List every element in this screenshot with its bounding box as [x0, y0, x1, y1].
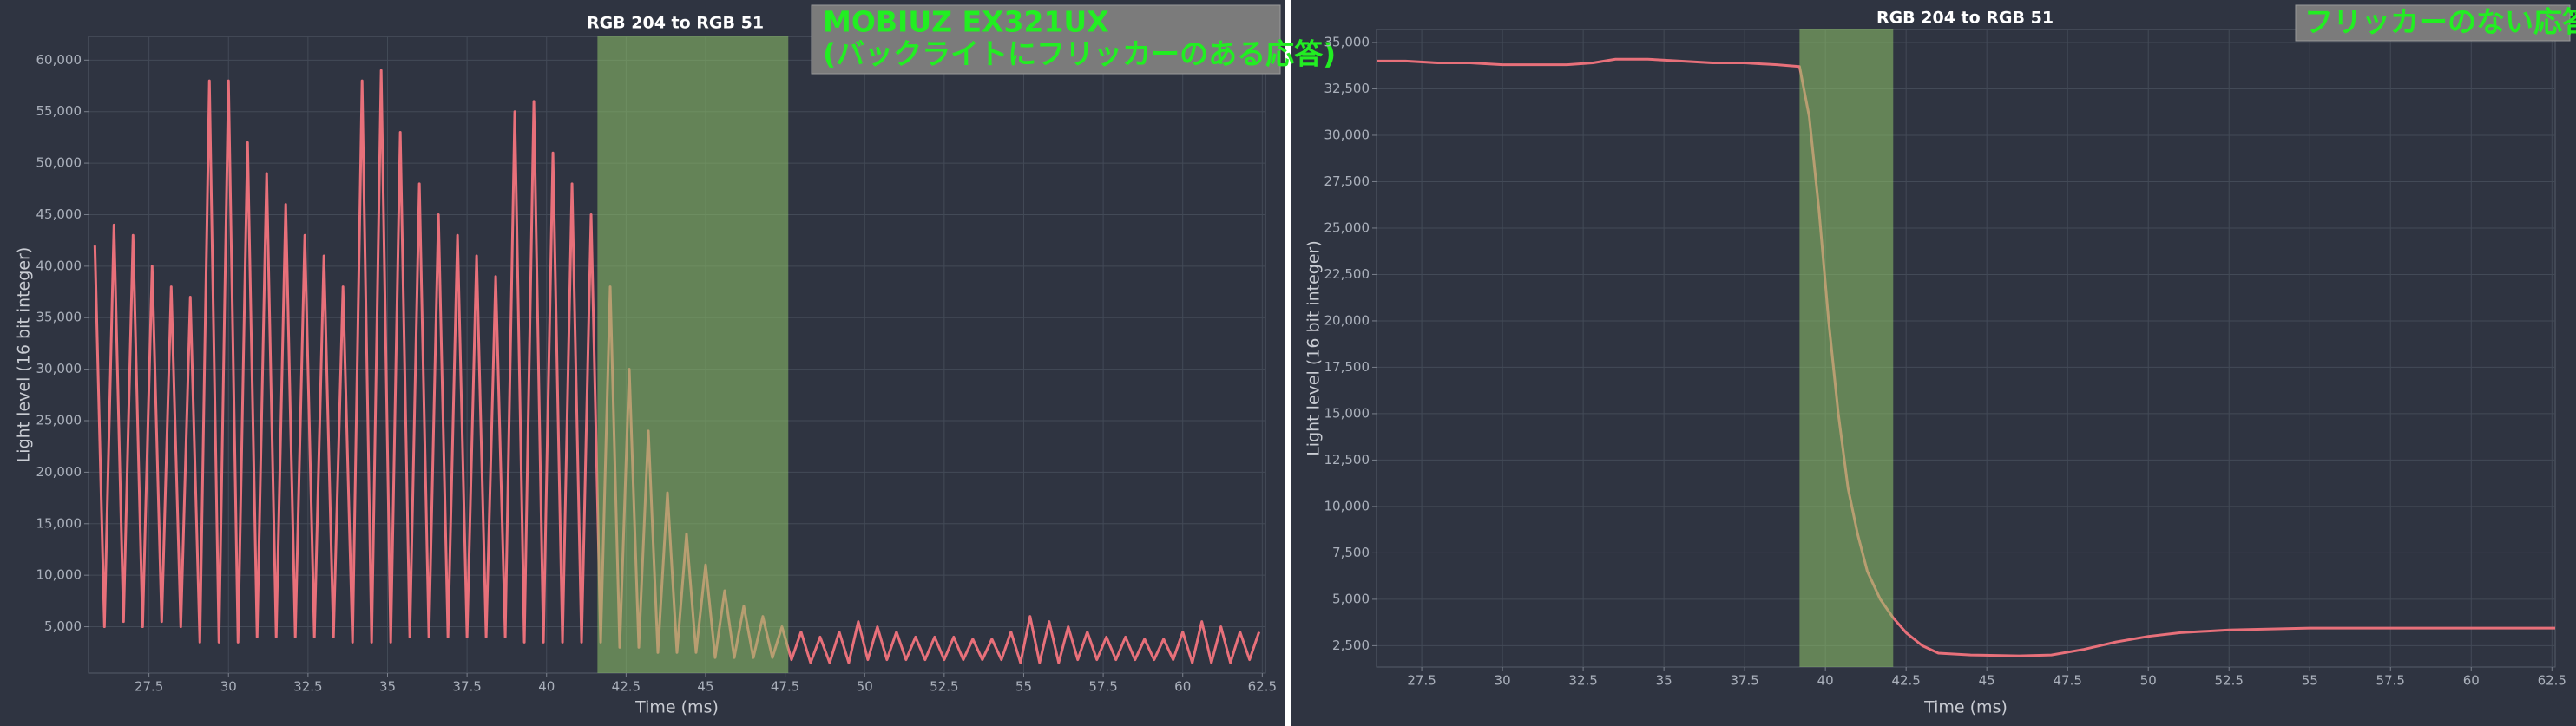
x-tick-label: 35 [1656, 673, 1672, 689]
x-tick-label: 42.5 [612, 679, 641, 695]
x-tick-label: 27.5 [1407, 673, 1436, 689]
annotation-box [811, 4, 1281, 75]
x-tick-label: 37.5 [1730, 673, 1758, 689]
y-tick-label: 5,000 [1332, 591, 1370, 606]
y-tick-label: 35,000 [36, 310, 82, 325]
x-tick-label: 35 [379, 679, 396, 695]
chart-title: RGB 204 to RGB 51 [1876, 9, 2054, 28]
x-tick-label: 57.5 [2376, 673, 2405, 689]
y-tick-label: 5,000 [44, 618, 82, 634]
x-tick-label: 45 [1979, 673, 1995, 689]
y-tick-label: 50,000 [36, 155, 82, 171]
x-tick-label: 32.5 [1568, 673, 1597, 689]
highlight-region [597, 36, 789, 673]
annotation: フリッカーのない応答 [2304, 5, 2576, 39]
annotation: (バックライトにフリッカーのある応答) [823, 37, 1336, 71]
y-tick-label: 7,500 [1332, 545, 1370, 560]
y-tick-label: 15,000 [1324, 405, 1370, 421]
x-tick-label: 57.5 [1088, 679, 1117, 695]
y-axis-label: Light level (16 bit integer) [15, 247, 34, 463]
x-tick-label: 55 [2302, 673, 2318, 689]
x-axis-label: Time (ms) [1923, 698, 2008, 717]
y-axis-label: Light level (16 bit integer) [1304, 240, 1324, 456]
x-tick-label: 47.5 [2053, 673, 2081, 689]
y-tick-label: 10,000 [1324, 498, 1370, 513]
x-tick-label: 27.5 [135, 679, 163, 695]
x-tick-label: 47.5 [771, 679, 799, 695]
x-tick-label: 50 [2140, 673, 2157, 689]
y-tick-label: 55,000 [36, 103, 82, 119]
y-tick-label: 45,000 [36, 206, 82, 222]
x-tick-label: 60 [2463, 673, 2480, 689]
y-tick-label: 22,500 [1324, 266, 1370, 282]
y-tick-label: 12,500 [1324, 452, 1370, 468]
x-tick-label: 30 [220, 679, 237, 695]
x-tick-label: 62.5 [2538, 673, 2566, 689]
annotation: MOBIUZ EX321UX [823, 5, 1109, 39]
y-tick-label: 25,000 [1324, 219, 1370, 235]
chart-title: RGB 204 to RGB 51 [587, 14, 764, 33]
highlight-region [1799, 29, 1894, 667]
annotation-box [2295, 4, 2571, 42]
plot-area [1376, 29, 2556, 668]
y-tick-label: 32,500 [1324, 81, 1370, 96]
separator [1285, 0, 1291, 726]
y-tick-label: 35,000 [1324, 34, 1370, 49]
x-tick-label: 62.5 [1248, 679, 1277, 695]
x-tick-label: 40 [1817, 673, 1834, 689]
y-tick-label: 60,000 [36, 52, 82, 68]
x-tick-label: 60 [1174, 679, 1191, 695]
y-tick-label: 20,000 [36, 464, 82, 480]
y-tick-label: 2,500 [1332, 638, 1370, 653]
y-tick-label: 25,000 [36, 413, 82, 428]
x-tick-label: 52.5 [930, 679, 958, 695]
y-tick-label: 10,000 [36, 567, 82, 583]
y-tick-label: 17,500 [1324, 359, 1370, 375]
x-tick-label: 45 [697, 679, 713, 695]
x-tick-label: 52.5 [2215, 673, 2244, 689]
x-tick-label: 37.5 [452, 679, 481, 695]
y-tick-label: 27,500 [1324, 173, 1370, 189]
x-tick-label: 40 [538, 679, 555, 695]
x-tick-label: 55 [1015, 679, 1032, 695]
y-tick-label: 20,000 [1324, 312, 1370, 328]
x-tick-label: 30 [1495, 673, 1511, 689]
y-tick-label: 15,000 [36, 515, 82, 531]
y-tick-label: 30,000 [36, 361, 82, 376]
y-tick-label: 40,000 [36, 258, 82, 273]
x-tick-label: 42.5 [1891, 673, 1920, 689]
x-tick-label: 50 [857, 679, 873, 695]
x-tick-label: 32.5 [293, 679, 322, 695]
y-tick-label: 30,000 [1324, 127, 1370, 142]
x-axis-label: Time (ms) [634, 698, 719, 717]
